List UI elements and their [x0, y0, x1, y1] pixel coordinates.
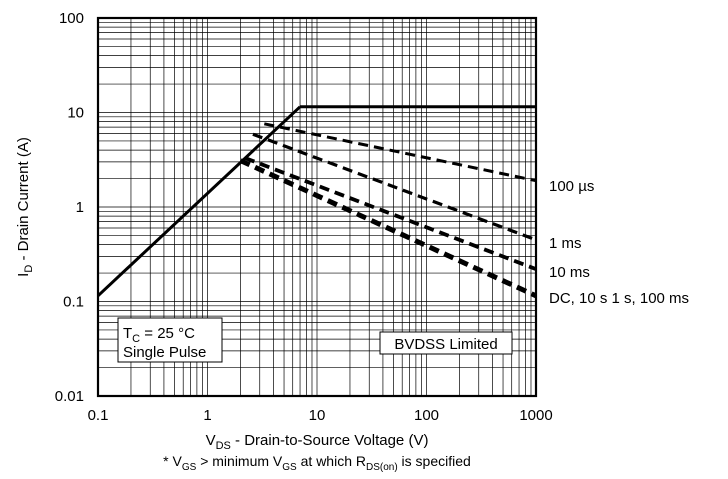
series-line-4: [252, 132, 537, 242]
footnote: * VGS > minimum VGS at which RDS(on) is …: [163, 453, 471, 473]
y-tick-label: 0.1: [63, 294, 84, 311]
series-label-10ms: 10 ms: [549, 264, 590, 281]
x-tick-label: 100: [414, 407, 439, 424]
bvdss-box: [379, 331, 513, 355]
conditions-box: [117, 317, 223, 363]
y-tick-label: 1: [76, 199, 84, 216]
y-axis-label: ID - Drain Current (A): [15, 137, 35, 277]
series-label-dc: DC, 10 s 1 s, 100 ms: [549, 290, 689, 307]
x-tick-label: 1000: [519, 407, 552, 424]
bvdss-label: BVDSS Limited: [394, 336, 497, 353]
y-tick-label: 100: [59, 10, 84, 27]
series-line-6: [239, 158, 538, 299]
series-line-3: [263, 122, 537, 183]
conditions-line-1: TC = 25 °C: [123, 325, 195, 345]
x-tick-label: 1: [203, 407, 211, 424]
series-line-5: [244, 156, 537, 271]
series-label-100us: 100 µs: [549, 178, 594, 195]
series-line-1: [96, 105, 302, 297]
x-tick-label: 10: [309, 407, 326, 424]
conditions-line-2: Single Pulse: [123, 344, 206, 361]
series-label-1ms: 1 ms: [549, 235, 582, 252]
y-tick-labels: 0.01 0.1 1 10 100: [55, 10, 84, 405]
y-tick-label: 0.01: [55, 388, 84, 405]
x-axis-label: VDS - Drain-to-Source Voltage (V): [206, 432, 429, 452]
plot-frame: [96, 16, 538, 398]
x-tick-label: 0.1: [88, 407, 109, 424]
y-tick-label: 10: [67, 105, 84, 122]
series-lines: [96, 105, 538, 299]
x-tick-labels: 0.1 1 10 100 1000: [88, 407, 553, 424]
